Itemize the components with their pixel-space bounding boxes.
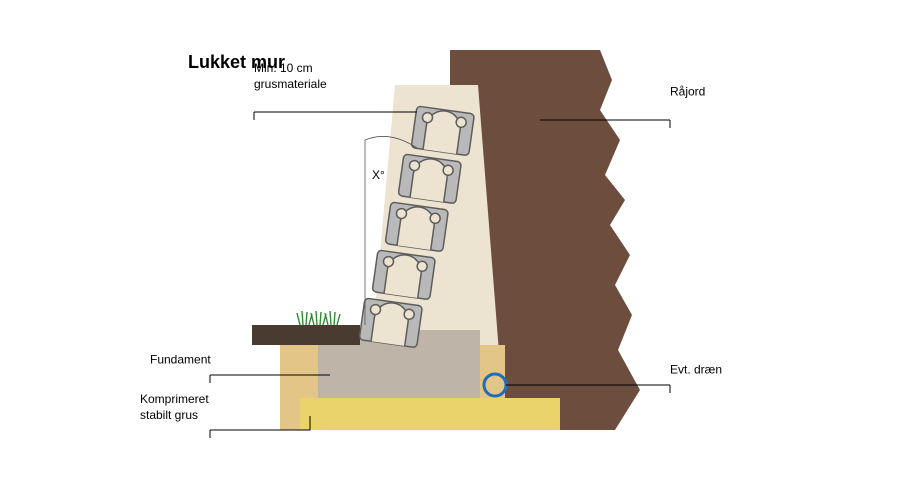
grass-icon [297, 311, 340, 325]
label-gravel-material: Min. 10 cm grusmateriale [254, 61, 327, 92]
label-foundation: Fundament [150, 352, 211, 368]
stable-gravel-shape [300, 398, 560, 430]
diagram-canvas: Lukket mur Min. 10 cm grusmateriale X° R… [0, 0, 900, 500]
label-compacted-gravel: Komprimeret stabilt grus [140, 392, 209, 423]
label-drain: Evt. dræn [670, 362, 722, 378]
topsoil-shape [252, 325, 360, 345]
label-raw-soil: Råjord [670, 84, 705, 100]
label-angle: X° [372, 168, 385, 184]
diagram-svg [0, 0, 900, 500]
